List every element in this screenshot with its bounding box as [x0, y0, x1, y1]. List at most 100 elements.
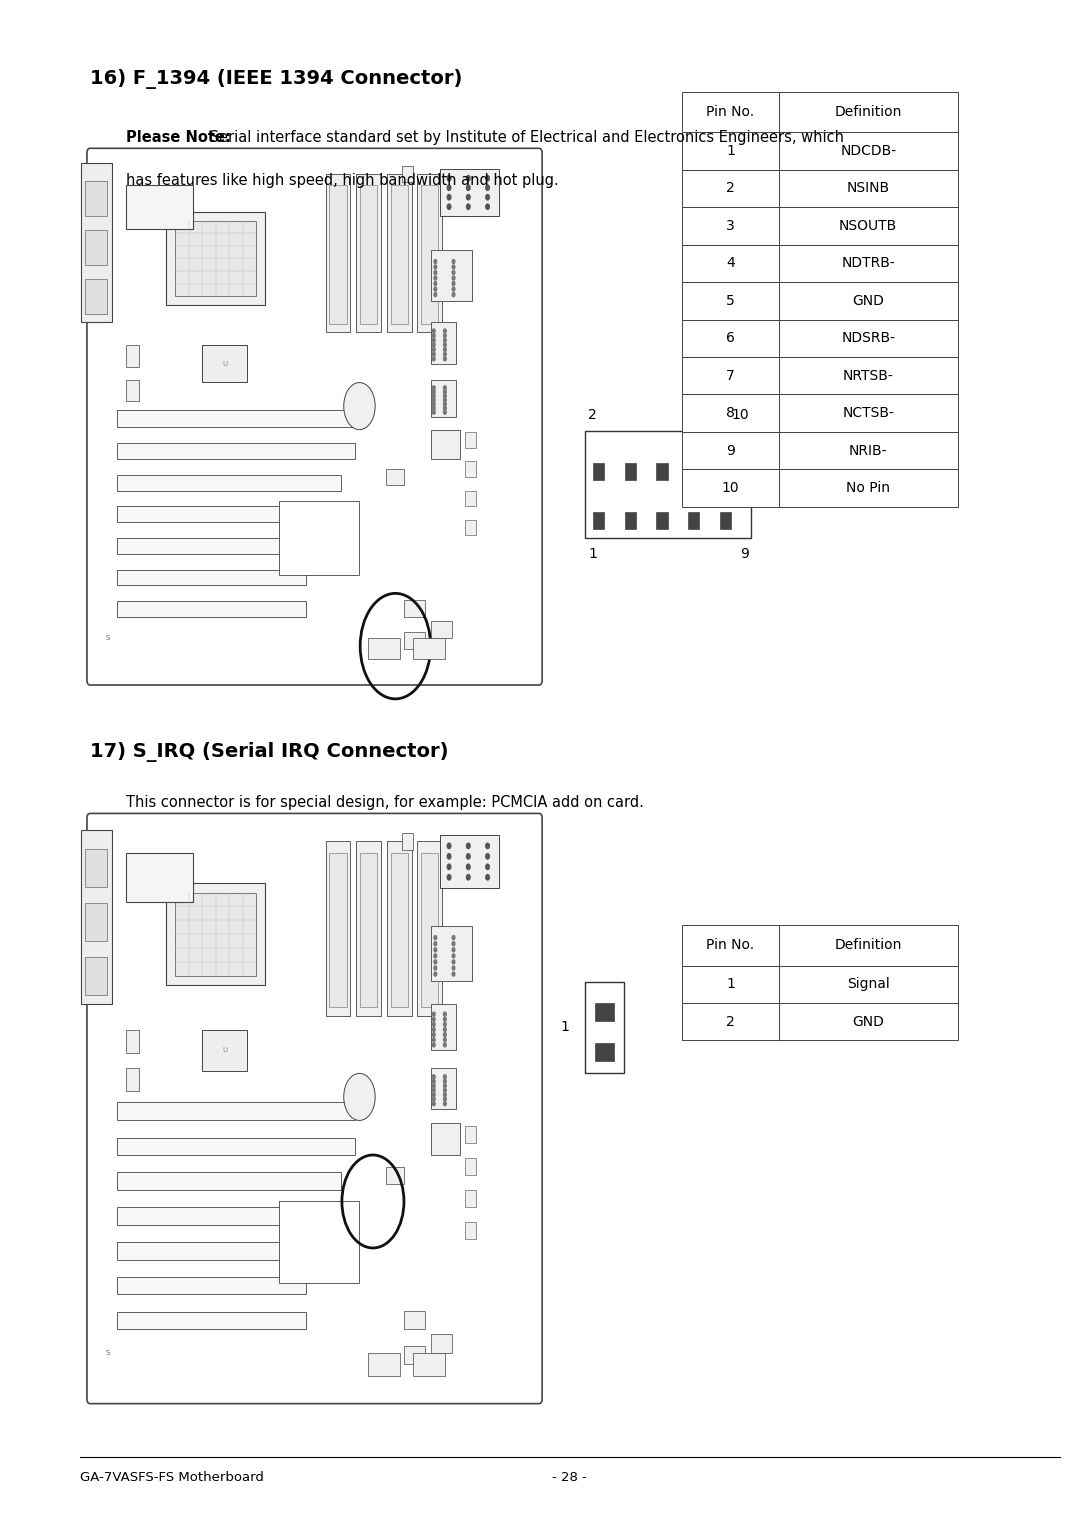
Bar [85, 180, 107, 216]
Bar [117, 1277, 306, 1295]
Bar [595, 1043, 615, 1061]
Text: Definition: Definition [835, 939, 902, 953]
Circle shape [444, 1101, 446, 1105]
Bar [779, 92, 958, 133]
Bar [368, 1353, 400, 1376]
Circle shape [467, 176, 470, 180]
Circle shape [432, 1038, 435, 1041]
Bar [117, 1208, 341, 1225]
Circle shape [432, 329, 435, 333]
Circle shape [486, 864, 489, 870]
Circle shape [467, 203, 470, 209]
Bar [387, 1167, 404, 1183]
Circle shape [434, 966, 436, 969]
Bar [431, 925, 472, 980]
Text: NDCDB-: NDCDB- [840, 144, 896, 157]
Circle shape [432, 390, 435, 394]
Bar [175, 220, 256, 297]
Bar [368, 638, 400, 659]
Bar [402, 167, 414, 182]
Circle shape [434, 281, 436, 286]
Bar [441, 835, 499, 888]
Text: Please Note:: Please Note: [125, 130, 231, 145]
Circle shape [444, 342, 446, 347]
Bar [175, 893, 256, 976]
Bar [391, 853, 408, 1006]
Text: Signal: Signal [847, 977, 890, 991]
Bar [404, 1346, 424, 1364]
Circle shape [432, 1032, 435, 1037]
Circle shape [432, 1101, 435, 1105]
Bar [126, 1031, 139, 1053]
Bar [421, 853, 438, 1006]
Circle shape [444, 390, 446, 394]
Bar [688, 463, 700, 480]
Circle shape [432, 1012, 435, 1017]
Text: 9: 9 [726, 443, 734, 457]
Circle shape [432, 385, 435, 390]
Circle shape [444, 394, 446, 398]
Bar [431, 1333, 451, 1353]
Text: 6: 6 [726, 332, 734, 346]
Bar [117, 1173, 341, 1190]
Text: U: U [222, 361, 227, 367]
Circle shape [453, 954, 455, 957]
Bar [779, 283, 958, 320]
Bar [356, 174, 381, 332]
Circle shape [447, 203, 450, 209]
Bar [279, 502, 360, 575]
Bar [681, 431, 779, 469]
FancyBboxPatch shape [87, 813, 542, 1404]
Bar [126, 1067, 139, 1092]
Text: GND: GND [852, 1015, 885, 1029]
Bar [779, 394, 958, 431]
Bar [585, 431, 752, 538]
Circle shape [444, 352, 446, 356]
Bar [465, 433, 476, 448]
Text: - 28 -: - 28 - [552, 1471, 588, 1485]
Bar [85, 229, 107, 265]
Circle shape [444, 1084, 446, 1087]
Bar [117, 443, 355, 459]
Bar [387, 469, 404, 485]
Circle shape [486, 203, 489, 209]
Bar [402, 832, 414, 850]
Circle shape [432, 338, 435, 342]
Bar [117, 410, 355, 427]
Text: 2: 2 [726, 182, 734, 196]
Bar [779, 925, 958, 966]
Bar [166, 884, 266, 985]
Bar [779, 133, 958, 170]
Bar [329, 185, 347, 324]
Text: GND: GND [852, 294, 885, 307]
Circle shape [447, 842, 450, 849]
Text: S: S [106, 635, 110, 641]
Circle shape [432, 1098, 435, 1101]
Bar [431, 1067, 456, 1109]
Circle shape [444, 1017, 446, 1021]
Text: NCTSB-: NCTSB- [842, 407, 894, 420]
Circle shape [453, 972, 455, 976]
Bar [465, 1222, 476, 1238]
Circle shape [453, 265, 455, 269]
Circle shape [432, 333, 435, 338]
Bar [81, 164, 112, 321]
Bar [779, 1003, 958, 1040]
Circle shape [432, 410, 435, 414]
Bar [117, 506, 341, 521]
Text: 17) S_IRQ (Serial IRQ Connector): 17) S_IRQ (Serial IRQ Connector) [90, 742, 448, 761]
Bar [681, 358, 779, 394]
Bar [387, 174, 411, 332]
Text: NRTSB-: NRTSB- [842, 368, 893, 382]
Bar [417, 841, 442, 1015]
Circle shape [444, 385, 446, 390]
Bar [681, 469, 779, 508]
Circle shape [447, 185, 450, 191]
Circle shape [434, 954, 436, 957]
Circle shape [467, 853, 470, 859]
Circle shape [434, 265, 436, 269]
Text: S: S [106, 1350, 110, 1356]
Circle shape [447, 176, 450, 180]
Text: NRIB-: NRIB- [849, 443, 888, 457]
Bar [681, 925, 779, 966]
